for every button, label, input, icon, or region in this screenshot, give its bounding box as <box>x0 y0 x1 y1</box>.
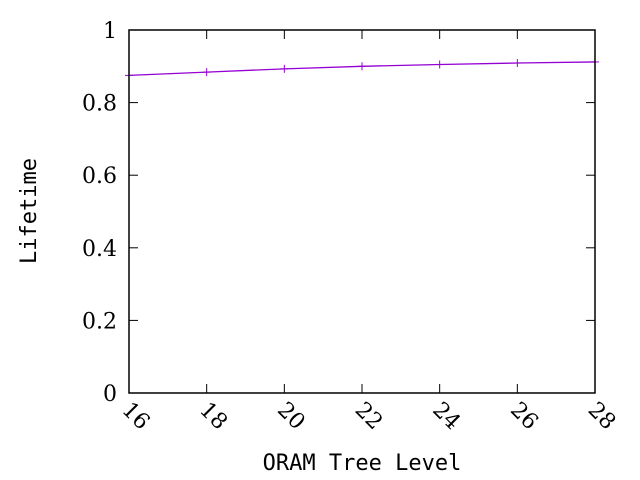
series-layer <box>125 57 599 80</box>
y-tick-label: 0.2 <box>82 309 117 334</box>
y-tick-label: 0 <box>103 382 117 407</box>
y-tick-label: 0.4 <box>82 237 117 262</box>
ticks-layer <box>128 29 596 394</box>
data-point <box>202 68 211 77</box>
plot-frame <box>128 29 596 394</box>
x-tick-label: 26 <box>505 398 542 435</box>
tick-labels-layer: 0 0.2 0.4 0.6 0.8 1 16 18 20 22 24 26 28 <box>82 19 620 435</box>
y-tick-label: 0.8 <box>82 92 117 117</box>
y-axis-title: Lifetime <box>17 158 42 264</box>
data-point <box>513 59 522 68</box>
x-tick-label: 22 <box>350 398 387 435</box>
x-tick-label: 20 <box>272 398 309 435</box>
x-axis-title: ORAM Tree Level <box>263 451 462 476</box>
x-tick-label: 24 <box>427 398 464 435</box>
x-tick-label: 18 <box>194 398 231 435</box>
x-tick-label: 16 <box>117 398 154 435</box>
data-point <box>435 60 444 69</box>
data-point <box>358 62 366 71</box>
y-tick-label: 0.6 <box>82 164 117 189</box>
data-point <box>280 64 289 73</box>
y-tick-label: 1 <box>103 19 117 44</box>
x-tick-label: 28 <box>583 398 620 435</box>
